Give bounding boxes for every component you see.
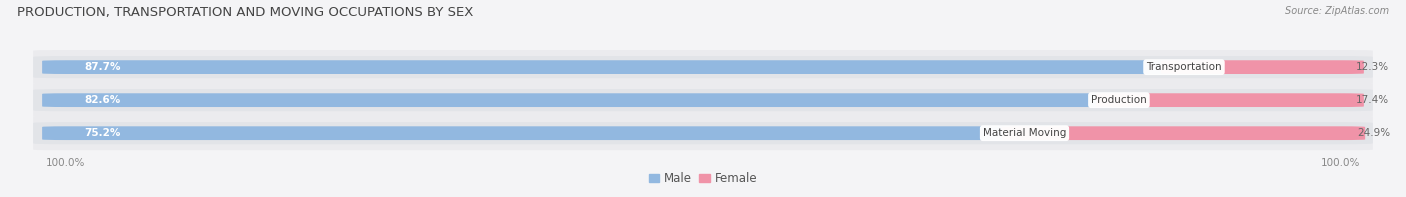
Text: 24.9%: 24.9% [1358,128,1391,138]
Legend: Male, Female: Male, Female [644,167,762,190]
FancyBboxPatch shape [42,93,1142,107]
Text: Material Moving: Material Moving [983,128,1066,138]
FancyBboxPatch shape [34,50,1372,84]
Text: 87.7%: 87.7% [84,62,121,72]
Text: Production: Production [1091,95,1147,105]
FancyBboxPatch shape [42,126,1047,140]
Text: Source: ZipAtlas.com: Source: ZipAtlas.com [1285,6,1389,16]
Text: PRODUCTION, TRANSPORTATION AND MOVING OCCUPATIONS BY SEX: PRODUCTION, TRANSPORTATION AND MOVING OC… [17,6,474,19]
FancyBboxPatch shape [34,116,1372,150]
FancyBboxPatch shape [34,83,1372,117]
FancyBboxPatch shape [1095,93,1364,107]
FancyBboxPatch shape [34,89,1372,111]
FancyBboxPatch shape [34,56,1372,78]
Text: Transportation: Transportation [1146,62,1222,72]
FancyBboxPatch shape [1161,60,1364,74]
FancyBboxPatch shape [34,122,1372,144]
Text: 12.3%: 12.3% [1357,62,1389,72]
FancyBboxPatch shape [42,60,1206,74]
FancyBboxPatch shape [1001,126,1365,140]
Text: 75.2%: 75.2% [84,128,121,138]
Text: 82.6%: 82.6% [84,95,121,105]
Text: 17.4%: 17.4% [1357,95,1389,105]
